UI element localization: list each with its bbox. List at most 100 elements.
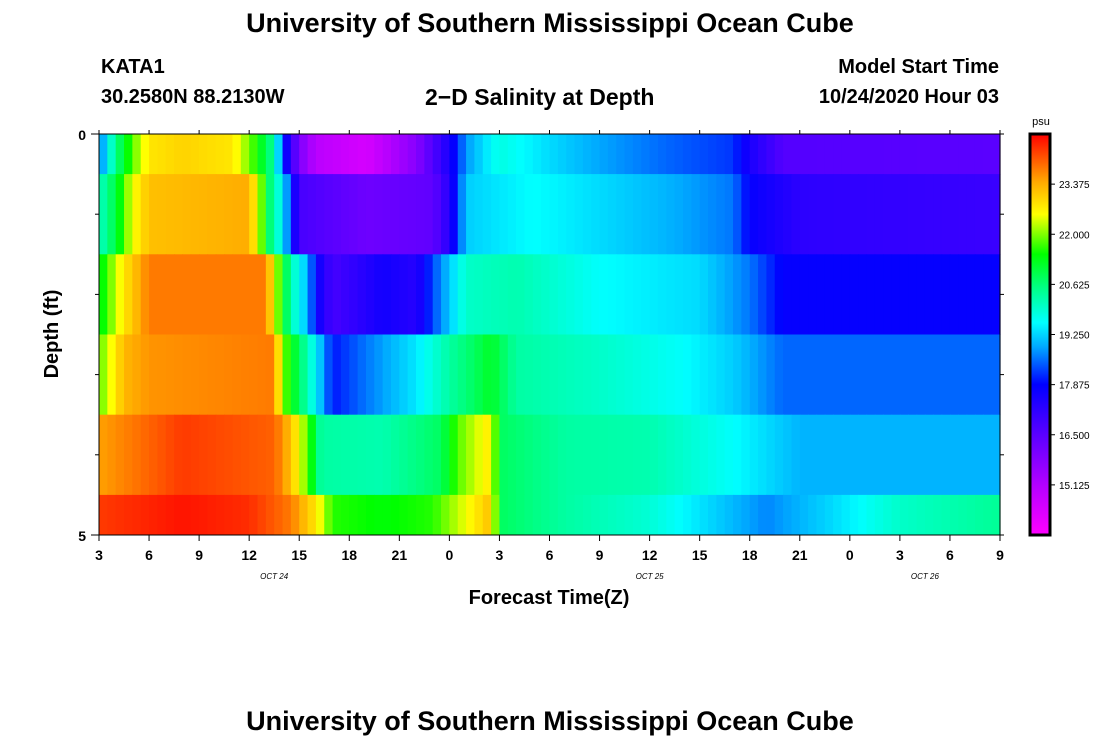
heatmap-cell [140, 414, 150, 496]
heatmap-cell [691, 494, 701, 536]
heatmap-cell [974, 494, 984, 536]
heatmap-cell [783, 334, 793, 416]
heatmap-cell [758, 174, 767, 255]
heatmap-cell [257, 174, 267, 255]
heatmap-cell [257, 494, 267, 536]
heatmap-cell [474, 134, 484, 175]
heatmap-cell [758, 254, 767, 335]
heatmap-cell [841, 134, 851, 175]
heatmap-cell [724, 134, 734, 175]
heatmap-cell [99, 134, 108, 175]
heatmap-cell [616, 134, 626, 175]
heatmap-cell [966, 494, 976, 536]
heatmap-cell [991, 254, 1001, 335]
heatmap-cell [624, 414, 634, 496]
heatmap-cell [933, 334, 943, 416]
colorbar-ticks: 23.375 22.000 20.625 19.250 17.875 16.500 15.1… [1050, 180, 1090, 492]
heatmap-cell [416, 334, 425, 416]
heatmap-cell [224, 494, 234, 536]
heatmap-cell [399, 334, 409, 416]
heatmap-cell [741, 494, 751, 536]
heatmap-cell [516, 494, 526, 536]
heatmap-cell [365, 174, 375, 255]
heatmap-cell [466, 254, 476, 335]
heatmap-cell [516, 414, 526, 496]
heatmap-cell [599, 414, 609, 496]
heatmap-cell [107, 254, 117, 335]
heatmap-cell [507, 134, 517, 175]
heatmap-cell [399, 254, 409, 335]
model-start-label: Model Start Time [838, 56, 999, 78]
heatmap-cell [874, 134, 884, 175]
heatmap-cell [224, 134, 234, 175]
heatmap-cell [157, 254, 167, 335]
heatmap-cell [232, 174, 242, 255]
date-label: OCT 24 [260, 572, 289, 581]
heatmap-cell [424, 494, 434, 536]
heatmap-cell [324, 334, 334, 416]
heatmap-cell [324, 174, 334, 255]
heatmap-cell [874, 494, 884, 536]
heatmap-cell [799, 494, 809, 536]
heatmap-cell [699, 494, 709, 536]
heatmap-cell [441, 254, 450, 335]
heatmap-cell [140, 334, 150, 416]
heatmap-cell [174, 254, 184, 335]
heatmap-cell [349, 334, 359, 416]
heatmap-cell [524, 134, 534, 175]
heatmap-cell [899, 174, 909, 255]
heatmap-cell [499, 174, 509, 255]
heatmap-cell [374, 174, 384, 255]
heatmap-cell [457, 334, 467, 416]
heatmap-cell [182, 494, 192, 536]
heatmap-cell [816, 334, 826, 416]
heatmap-cell [399, 134, 409, 175]
heatmap-cell [432, 134, 442, 175]
x-tick-label: 9 [195, 547, 203, 563]
heatmap-cell [708, 414, 717, 496]
heatmap-cell [307, 134, 317, 175]
heatmap-cell [691, 334, 701, 416]
heatmap-cell [874, 414, 884, 496]
heatmap-cell [649, 254, 659, 335]
heatmap-cell [466, 334, 476, 416]
heatmap-cell [507, 494, 517, 536]
heatmap-cell [282, 334, 292, 416]
heatmap-cell [649, 174, 659, 255]
heatmap-cell [149, 334, 158, 416]
heatmap-cell [549, 254, 559, 335]
heatmap-cell [966, 134, 976, 175]
heatmap-cell [332, 254, 342, 335]
heatmap-cell [390, 254, 400, 335]
x-axis-label: Forecast Time(Z) [469, 587, 630, 609]
heatmap-cell [791, 174, 801, 255]
heatmap-cell [891, 414, 901, 496]
heatmap-cell [833, 334, 843, 416]
heatmap-cell [649, 494, 659, 536]
heatmap-cell [174, 414, 184, 496]
colorbar [1028, 132, 1052, 537]
heatmap-cell [749, 334, 759, 416]
heatmap-cell [524, 174, 534, 255]
heatmap-cell [340, 254, 350, 335]
heatmap-cell [582, 254, 592, 335]
heatmap-cell [657, 494, 667, 536]
heatmap-cell [791, 134, 801, 175]
heatmap-cell [883, 254, 893, 335]
heatmap-cell [974, 334, 984, 416]
heatmap-cell [365, 254, 375, 335]
heatmap-cell [165, 134, 175, 175]
heatmap-cell [591, 254, 601, 335]
heatmap-cell [833, 494, 843, 536]
heatmap-cell [766, 134, 776, 175]
x-tick-label: 18 [742, 547, 758, 563]
heatmap-cell [532, 334, 542, 416]
heatmap-cell [666, 334, 676, 416]
heatmap-cell [649, 414, 659, 496]
heatmap-cell [449, 414, 459, 496]
heatmap-cell [390, 134, 400, 175]
heatmap-cell [733, 254, 742, 335]
heatmap-cell [749, 134, 759, 175]
heatmap-cell [357, 494, 367, 536]
heatmap-cell [340, 174, 350, 255]
